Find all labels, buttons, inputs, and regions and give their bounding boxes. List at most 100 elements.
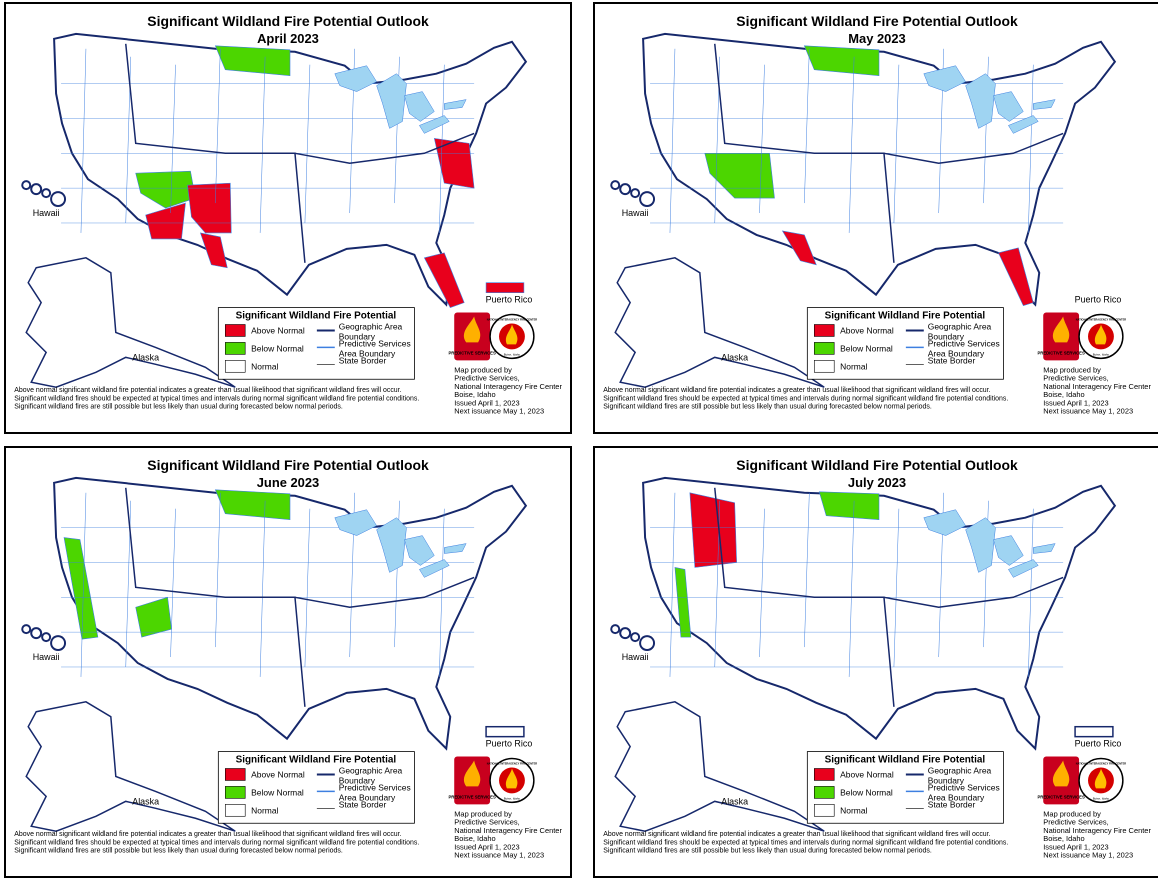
geographic-area-boundary [883, 132, 1064, 165]
credit-line: Map produced by [1043, 365, 1101, 374]
legend-line-label-box: State Border [338, 800, 387, 810]
great-lake [404, 535, 435, 566]
hawaii-island [630, 188, 641, 199]
map: Significant Wildland Fire Potential Outl… [14, 13, 562, 416]
credit-line: Issued April 1, 2023 [454, 398, 519, 407]
legend-item: Above Normal [251, 325, 305, 335]
puerto-rico-label: Puerto Rico [1075, 739, 1122, 749]
credit-line: Boise, Idaho [454, 390, 495, 399]
credit-line: National Interagency Fire Center [454, 826, 562, 835]
outlook-panel: Significant Wildland Fire Potential Outl… [4, 446, 572, 878]
credit-line: Issued April 1, 2023 [454, 842, 519, 851]
legend-line-label: State Border [338, 356, 387, 366]
legend-item: Below Normal [840, 787, 893, 797]
state-border [893, 64, 900, 223]
nifc-seal-text: NATIONAL INTERAGENCY FIRE CENTER [487, 762, 538, 766]
credit-line: Predictive Services, [454, 818, 519, 827]
nifc-seal-place: Boise, Idaho [1093, 352, 1110, 356]
geographic-area-boundary [294, 132, 475, 165]
legend-title: Significant Wildland Fire Potential [236, 311, 397, 322]
credit-line: Predictive Services, [454, 374, 519, 383]
credit-line: Boise, Idaho [1043, 834, 1084, 843]
map: Significant Wildland Fire Potential Outl… [603, 13, 1151, 416]
nifc-flame [1094, 768, 1107, 789]
hawaii-island [619, 183, 632, 196]
legend-swatch [813, 360, 835, 373]
hawaii-island [610, 180, 621, 191]
above-normal-area [145, 202, 186, 240]
credit-line: Issued April 1, 2023 [1043, 398, 1108, 407]
legend-line-label-box: Geographic Area Boundary [927, 322, 992, 341]
legend-item: Below Normal [251, 787, 304, 797]
panel-subtitle: May 2023 [848, 31, 905, 46]
alaska-outline [25, 701, 236, 832]
hawaii-island [50, 635, 67, 652]
nifc-seal-text: NATIONAL INTERAGENCY FIRE CENTER [487, 318, 538, 322]
predictive-logo-text: PREDICTIVE SERVICES [449, 350, 496, 355]
footnote: Significant wildland fires should be exp… [603, 395, 1008, 402]
legend-swatch [813, 786, 835, 799]
map: Significant Wildland Fire Potential Outl… [14, 457, 562, 860]
puerto-rico-label: Puerto Rico [486, 739, 533, 749]
credit-line: Boise, Idaho [1043, 390, 1084, 399]
great-lake [1033, 543, 1056, 554]
hawaii-island [30, 627, 43, 640]
credit-line: Map produced by [1043, 809, 1101, 818]
credit-line: Predictive Services, [1043, 374, 1108, 383]
footnote: Significant wildland fires should be exp… [603, 839, 1008, 846]
state-border [804, 492, 810, 648]
state-border [439, 508, 445, 677]
predictive-logo-text: PREDICTIVE SERVICES [1038, 794, 1085, 799]
legend-line-label: Geographic Area Boundary [927, 322, 992, 341]
hawaii-island [639, 191, 656, 208]
puerto-rico-label: Puerto Rico [486, 295, 533, 305]
state-border [848, 56, 855, 233]
great-lake [1033, 99, 1056, 110]
state-border [669, 48, 676, 233]
hawaii-island [21, 624, 32, 635]
panel-subtitle: April 2023 [257, 31, 319, 46]
map: Significant Wildland Fire Potential Outl… [603, 457, 1151, 860]
legend-line-label: State Border [338, 800, 387, 810]
hawaii-island [41, 632, 52, 643]
hawaii-label: Hawaii [33, 208, 60, 218]
great-lake [444, 543, 467, 554]
legend-line-label-box: State Border [928, 356, 976, 364]
below-normal-area [214, 489, 291, 520]
great-lake [1008, 559, 1039, 578]
state-border [304, 64, 311, 223]
hawaii-island [619, 627, 632, 640]
state-border [804, 48, 810, 204]
alaska-label: Alaska [132, 352, 159, 362]
state-border [1028, 508, 1034, 677]
great-lake [1008, 115, 1039, 134]
geographic-area-boundary [714, 43, 895, 263]
alaska-outline [614, 257, 825, 388]
credit-line: Next issuance May 1, 2023 [1043, 851, 1133, 860]
legend-swatch [224, 804, 246, 817]
legend-item: Normal [251, 361, 278, 371]
state-border [669, 492, 676, 677]
legend-line-label: Predictive Services Area Boundary [338, 339, 411, 358]
below-normal-area [135, 170, 196, 209]
legend-item: Normal [251, 805, 278, 815]
great-lake [334, 65, 377, 92]
legend-swatch [813, 324, 835, 337]
hawaii-island [41, 188, 52, 199]
legend-swatch [224, 360, 246, 373]
panel-subtitle: June 2023 [257, 475, 320, 490]
great-lake [419, 559, 450, 578]
legend-line-label-box: Geographic Area Boundary [339, 767, 403, 785]
state-border [259, 56, 266, 233]
credit-line: Map produced by [454, 809, 512, 818]
great-lake [965, 73, 996, 129]
legend-swatch [813, 342, 835, 355]
flame-icon [1052, 316, 1070, 343]
alaska-label: Alaska [721, 796, 748, 806]
credit-line: Next issuance May 1, 2023 [454, 407, 544, 416]
footnote: Significant wildland fires are still pos… [14, 848, 343, 855]
legend-line-label-box: State Border [338, 356, 387, 366]
great-lake [334, 509, 377, 536]
legend-item: Above Normal [840, 325, 894, 335]
